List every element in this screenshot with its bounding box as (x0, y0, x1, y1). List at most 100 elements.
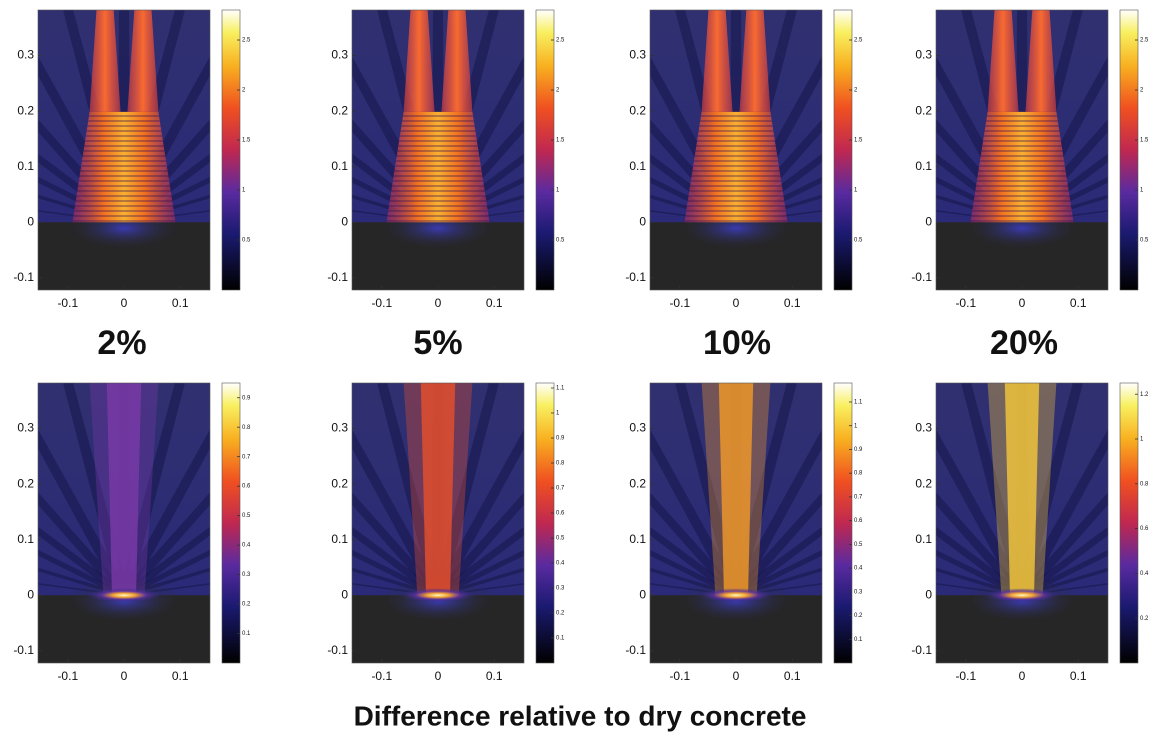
y-tick-label: 0.2 (331, 476, 348, 490)
colorbar-tick-label: 0.1 (556, 636, 565, 642)
colorbar-tick-label: 0.1 (854, 637, 863, 643)
colorbar-tick-label: 0.3 (556, 586, 565, 592)
column-label: 20% (990, 324, 1058, 362)
beam (1005, 383, 1039, 595)
colorbar (834, 383, 852, 663)
x-tick-label: 0 (435, 296, 442, 310)
colorbar-tick-label: 1 (1140, 437, 1144, 443)
colorbar-tick-label: 1.1 (556, 386, 565, 392)
y-tick-label: 0 (27, 214, 34, 228)
x-tick-label: 0 (1019, 296, 1026, 310)
colorbar-tick-label: 0.5 (242, 513, 251, 519)
colorbar-tick-label: 0.1 (242, 631, 251, 637)
colorbar-tick-label: 0.4 (1140, 571, 1149, 577)
colorbar-tick-label: 2.5 (854, 38, 863, 44)
y-tick-label: 0.3 (629, 48, 646, 62)
x-tick-label: 0.1 (486, 296, 503, 310)
colorbar-tick-label: 0.4 (556, 561, 565, 567)
y-tick-label: 0.1 (629, 159, 646, 173)
y-tick-label: -0.1 (13, 270, 34, 284)
beam-stripes (386, 112, 489, 222)
y-tick-label: 0.1 (331, 532, 348, 546)
colorbar-tick-label: 0.5 (556, 238, 565, 244)
colorbar-tick-label: 2.5 (242, 38, 251, 44)
y-tick-label: -0.1 (327, 643, 348, 657)
colorbar-tick-label: 0.3 (854, 589, 863, 595)
y-tick-label: 0.3 (629, 421, 646, 435)
x-tick-label: -0.1 (955, 296, 976, 310)
y-tick-label: 0.2 (331, 103, 348, 117)
colorbar-tick-label: 0.9 (854, 447, 863, 453)
colorbar-tick-label: 0.8 (556, 461, 565, 467)
x-tick-label: 0 (733, 669, 740, 683)
y-tick-label: 0.2 (17, 103, 34, 117)
y-tick-label: -0.1 (13, 643, 34, 657)
y-tick-label: 0.1 (629, 532, 646, 546)
colorbar-tick-label: 1.5 (556, 138, 565, 144)
colorbar-tick-label: 1 (854, 188, 858, 194)
x-tick-label: -0.1 (669, 296, 690, 310)
colorbar-tick-label: 2.5 (556, 38, 565, 44)
colorbar-tick-label: 2.5 (1140, 38, 1149, 44)
x-tick-label: 0 (1019, 669, 1026, 683)
beam-stripes (684, 112, 787, 222)
x-tick-label: 0.1 (784, 296, 801, 310)
colorbar (1120, 10, 1138, 290)
y-tick-label: 0.2 (629, 103, 646, 117)
beam (107, 383, 141, 595)
colorbar-tick-label: 0.2 (854, 613, 863, 619)
colorbar-tick-label: 0.6 (556, 511, 565, 517)
y-tick-label: -0.1 (327, 270, 348, 284)
surface-glow (698, 588, 774, 602)
x-tick-label: 0.1 (172, 296, 189, 310)
beam-stripes (72, 112, 175, 222)
colorbar-tick-label: 1 (556, 188, 560, 194)
colorbar-tick-label: 0.5 (1140, 238, 1149, 244)
x-tick-label: -0.1 (57, 669, 78, 683)
y-tick-label: 0.3 (331, 48, 348, 62)
x-tick-label: 0 (121, 296, 128, 310)
y-tick-label: 0.3 (915, 421, 932, 435)
labels: 2% 5% 10% 20% Difference relative to dry… (97, 324, 1058, 731)
colorbar-tick-label: 0.6 (854, 518, 863, 524)
colorbar-tick-label: 1 (854, 423, 858, 429)
y-tick-label: 0.1 (915, 532, 932, 546)
colorbar-tick-label: 0.5 (556, 536, 565, 542)
x-tick-label: -0.1 (57, 296, 78, 310)
surface-glow (86, 588, 162, 602)
colorbar-tick-label: 0.7 (854, 494, 863, 500)
colorbar-tick-label: 0.2 (242, 602, 251, 608)
y-tick-label: 0.2 (915, 103, 932, 117)
surface-glow (984, 588, 1060, 602)
y-tick-label: 0.3 (331, 421, 348, 435)
colorbar-tick-label: 0.8 (1140, 481, 1149, 487)
colorbar-tick-label: 0.4 (854, 566, 863, 572)
figure: 2% 5% 10% 20% Difference relative to dry… (0, 0, 1161, 738)
colorbar-tick-label: 2 (242, 88, 246, 94)
column-label: 10% (703, 324, 771, 362)
y-tick-label: 0 (925, 587, 932, 601)
column-label: 2% (97, 324, 146, 362)
colorbar-tick-label: 2 (556, 88, 560, 94)
colorbar-tick-label: 0.5 (242, 238, 251, 244)
y-tick-label: -0.1 (625, 270, 646, 284)
x-tick-label: 0 (435, 669, 442, 683)
x-tick-label: 0.1 (1070, 669, 1087, 683)
colorbar-tick-label: 0.5 (854, 542, 863, 548)
column-label: 5% (413, 324, 462, 362)
y-tick-label: 0.2 (17, 476, 34, 490)
beam (421, 383, 455, 595)
colorbar-tick-label: 1 (242, 188, 246, 194)
x-tick-label: -0.1 (669, 669, 690, 683)
colorbar-tick-label: 1.5 (242, 138, 251, 144)
colorbar-tick-label: 1.5 (1140, 138, 1149, 144)
colorbar-tick-label: 0.5 (854, 238, 863, 244)
colorbar-tick-label: 1.2 (1140, 392, 1149, 398)
beam (719, 383, 753, 595)
y-tick-label: 0.2 (629, 476, 646, 490)
colorbar-tick-label: 1 (556, 411, 560, 417)
colorbar-tick-label: 0.7 (556, 486, 565, 492)
y-tick-label: -0.1 (911, 270, 932, 284)
colorbar (222, 10, 240, 290)
colorbar-tick-label: 0.9 (556, 436, 565, 442)
